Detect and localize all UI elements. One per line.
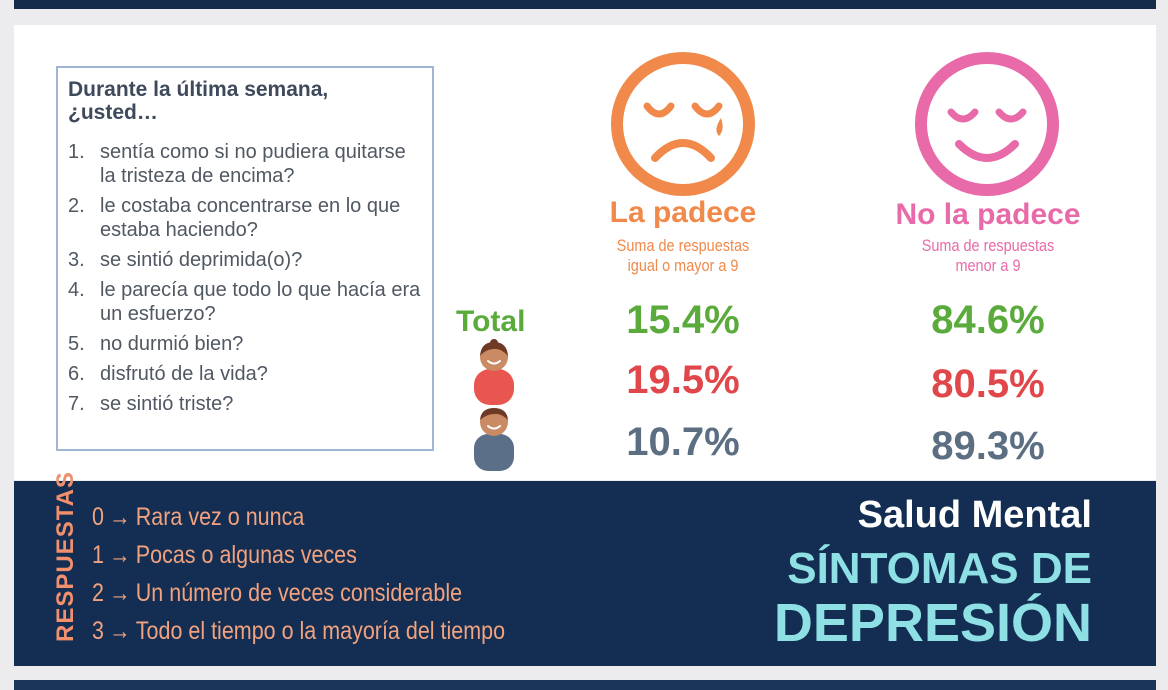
- question-text: se sintió triste?: [100, 393, 234, 415]
- question-text: sentía como si no pudiera quitarse la tr…: [100, 141, 406, 187]
- men-suffers-value: 10.7%: [626, 420, 740, 464]
- question-list: 1. sentía como si no pudiera quitarse la…: [68, 140, 422, 416]
- question-item: 4. le parecía que todo lo que hacía era …: [68, 278, 422, 326]
- scale-item: 0 → Rara vez o nunca: [92, 498, 505, 536]
- scale-value: 1: [92, 541, 104, 569]
- question-item: 7. se sintió triste?: [68, 392, 422, 416]
- question-item: 2. le costaba concentrarse en lo que est…: [68, 194, 422, 242]
- question-text: no durmió bien?: [100, 333, 244, 355]
- total-not-suffers-value: 84.6%: [931, 298, 1045, 342]
- question-box: Durante la última semana, ¿usted… 1. sen…: [56, 66, 434, 451]
- scale-label: Todo el tiempo o la mayoría del tiempo: [135, 617, 506, 645]
- brand-title-line2: DEPRESIÓN: [773, 593, 1092, 653]
- question-number: 2.: [68, 195, 85, 217]
- scale-value: 0: [92, 503, 104, 531]
- footer-banner: [14, 481, 1156, 666]
- responses-label: RESPUESTAS: [52, 471, 79, 642]
- response-scale-list: 0 → Rara vez o nunca 1 → Pocas o algunas vec…: [92, 498, 572, 650]
- scale-value: 3: [92, 617, 104, 645]
- scale-item: 1 → Pocas o algunas veces: [92, 536, 505, 574]
- woman-icon: [474, 339, 514, 405]
- arrow-icon: →: [109, 503, 131, 531]
- question-item: 3. se sintió deprimida(o)?: [68, 248, 422, 272]
- not-suffers-title: No la padece: [895, 198, 1081, 231]
- arrow-icon: →: [109, 617, 131, 645]
- arrow-icon: →: [109, 579, 131, 607]
- scale-value: 2: [92, 579, 104, 607]
- total-suffers-value: 15.4%: [626, 298, 740, 342]
- question-number: 1.: [68, 141, 85, 163]
- sad-face-icon: [611, 52, 755, 196]
- scale-label: Un número de veces considerable: [135, 579, 463, 607]
- suffers-subtitle-line1: Suma de respuestas: [616, 236, 750, 255]
- women-not-suffers-value: 80.5%: [931, 362, 1045, 406]
- brand-title-line1: SÍNTOMAS DE: [787, 544, 1092, 593]
- suffers-title: La padece: [609, 196, 757, 229]
- question-text: disfrutó de la vida?: [100, 363, 268, 385]
- scale-label: Pocas o algunas veces: [135, 541, 357, 569]
- not-suffers-subtitle-line2: menor a 9: [955, 256, 1021, 275]
- women-suffers-value: 19.5%: [626, 358, 740, 402]
- bottom-banner-strip: [14, 680, 1156, 690]
- happy-face-icon: [915, 52, 1059, 196]
- suffers-subtitle-line2: igual o mayor a 9: [627, 256, 739, 275]
- top-banner-strip: [14, 0, 1156, 9]
- scale-label: Rara vez o nunca: [135, 503, 305, 531]
- man-icon: [474, 408, 514, 471]
- brand-subtitle: Salud Mental: [857, 494, 1092, 536]
- question-number: 4.: [68, 279, 85, 301]
- scale-item: 3 → Todo el tiempo o la mayoría del tiempo: [92, 612, 505, 650]
- question-item: 5. no durmió bien?: [68, 332, 422, 356]
- question-number: 6.: [68, 363, 85, 385]
- question-text: le parecía que todo lo que hacía era un …: [100, 279, 421, 325]
- arrow-icon: →: [109, 541, 131, 569]
- question-title: Durante la última semana, ¿usted…: [68, 78, 329, 124]
- question-item: 1. sentía como si no pudiera quitarse la…: [68, 140, 422, 188]
- question-item: 6. disfrutó de la vida?: [68, 362, 422, 386]
- not-suffers-subtitle-line1: Suma de respuestas: [921, 236, 1055, 255]
- total-label: Total: [456, 305, 526, 338]
- question-number: 7.: [68, 393, 85, 415]
- question-number: 3.: [68, 249, 85, 271]
- question-text: se sintió deprimida(o)?: [100, 249, 303, 271]
- scale-item: 2 → Un número de veces considerable: [92, 574, 505, 612]
- question-text: le costaba concentrarse en lo que estaba…: [100, 195, 401, 241]
- question-number: 5.: [68, 333, 85, 355]
- men-not-suffers-value: 89.3%: [931, 424, 1045, 468]
